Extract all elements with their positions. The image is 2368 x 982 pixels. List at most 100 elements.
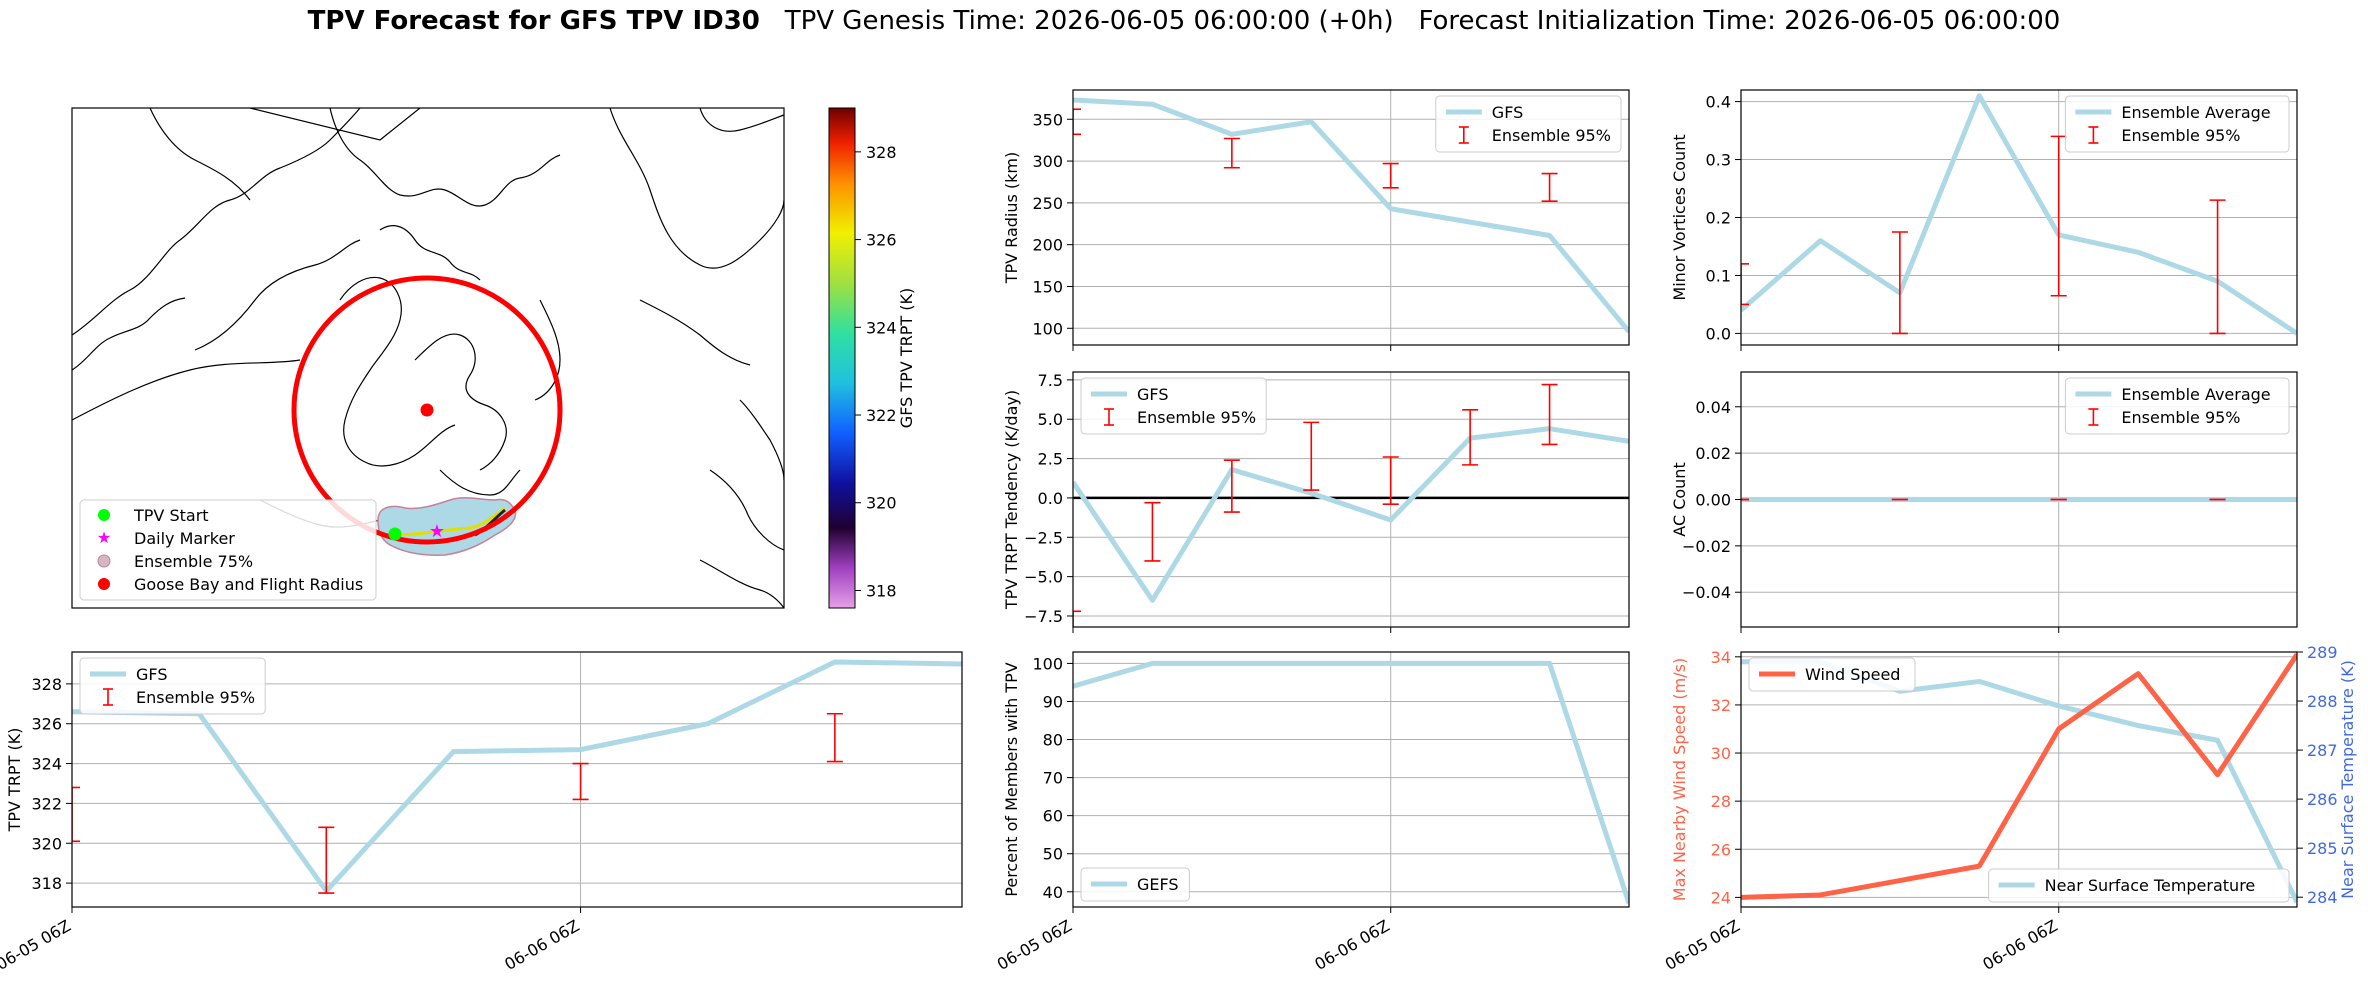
colorbar <box>828 107 856 609</box>
map-legend-daily: Daily Marker <box>134 529 235 548</box>
y-tick-label: −7.5 <box>1024 607 1063 626</box>
panel-radius: 100 150 200 250 300 350 TPV Radius (km) GFS Ense… <box>1002 89 1630 351</box>
legend-label: Wind Speed <box>1805 665 1900 684</box>
y-tick-label: 150 <box>1032 277 1063 296</box>
y-tick-label: 320 <box>31 834 62 853</box>
x-tick-label: 06-05 06Z <box>994 916 1075 974</box>
x-tick-label: 06-05 06Z <box>0 916 74 974</box>
y-right-tick-label: 288 <box>2307 692 2338 711</box>
y-tick-label: 328 <box>31 675 62 694</box>
legend-label: GFS <box>1137 385 1168 404</box>
y-right-tick-label: 285 <box>2307 839 2338 858</box>
series-line-wind-speed <box>1741 653 2297 900</box>
y-tick-label: 0.4 <box>1706 93 1731 112</box>
y-tick-label: 326 <box>31 715 62 734</box>
y-tick-label: 28 <box>1711 792 1731 811</box>
y-tick-label: 0.1 <box>1706 266 1731 285</box>
radius-ylabel: TPV Radius (km) <box>1002 152 1021 285</box>
y-tick-label: 300 <box>1032 152 1063 171</box>
colorbar-label: GFS TPV TRPT (K) <box>897 288 916 428</box>
panel-percent: 40 50 60 70 80 90 100 06-05 06Z 06-06 06Z Percent… <box>994 651 1630 974</box>
y-tick-label: 350 <box>1032 110 1063 129</box>
legend-box <box>1748 657 1916 692</box>
wind-y-right-ticks: 284 285 286 287 288 289 <box>2297 643 2338 907</box>
legend-label: Ensemble 95% <box>2121 126 2240 145</box>
y-tick-label: 70 <box>1043 769 1063 788</box>
y-tick-label: 100 <box>1032 654 1063 673</box>
legend-label: Ensemble Average <box>2121 385 2270 404</box>
wind-legend: Near Surface Temperature <box>1988 868 2290 903</box>
colorbar-tick-label: 318 <box>866 581 897 600</box>
colorbar-tick-label: 326 <box>866 231 897 250</box>
y-tick-label: 322 <box>31 794 62 813</box>
trpt-series <box>72 659 962 894</box>
flight-radius-circle <box>291 275 563 545</box>
wind-ylabel: Max Nearby Wind Speed (m/s) <box>1670 658 1689 901</box>
y-tick-label: 100 <box>1032 319 1063 338</box>
map-legend: TPV Start ★ Daily Marker Ensemble 75% Go… <box>79 499 377 601</box>
trpt-x-ticks: 06-05 06Z 06-06 06Z <box>0 907 583 974</box>
percent-legend: GEFS <box>1080 867 1190 902</box>
map-legend-goose: Goose Bay and Flight Radius <box>134 575 363 594</box>
y-tick-label: 32 <box>1711 696 1731 715</box>
tpv-track <box>394 506 506 537</box>
panel-wind: 24 26 28 30 32 34 06-05 06Z 06-06 06Z Max Nearby… <box>1662 643 2357 974</box>
legend-box <box>2064 95 2290 153</box>
goose-bay-marker <box>420 403 434 417</box>
title-main: TPV Forecast for GFS TPV ID30 <box>307 6 760 36</box>
y-right-tick-label: 287 <box>2307 741 2338 760</box>
legend-goose-icon <box>98 578 110 590</box>
ac-frame <box>1740 371 2298 628</box>
y-tick-label: 50 <box>1043 845 1063 864</box>
y-tick-label: 250 <box>1032 194 1063 213</box>
legend-label: Ensemble 95% <box>1137 408 1256 427</box>
legend-ensemble-icon <box>97 554 111 568</box>
y-tick-label: 0.00 <box>1695 491 1731 510</box>
trpt-legend: GFS Ensemble 95% <box>79 657 266 715</box>
title-init: Forecast Initialization Time: 2026-06-05… <box>1418 6 2061 36</box>
colorbar-tick-label: 320 <box>866 494 897 513</box>
daily-marker-star: ★ <box>429 521 445 542</box>
percent-frame <box>1072 651 1630 908</box>
tendency-x-ticks <box>1072 627 1392 633</box>
y-tick-label: 5.0 <box>1038 410 1063 429</box>
tendency-legend: GFS Ensemble 95% <box>1080 377 1267 435</box>
ac-legend: Ensemble Average Ensemble 95% <box>2064 377 2290 435</box>
map-panel: ★ TPV Start ★ Daily Marker Ensemble 75% … <box>71 107 916 609</box>
panel-tendency: −7.5 −5.0 −2.5 0.0 2.5 5.0 7.5 TPV TRPT Tendenc… <box>1002 371 1630 633</box>
y-tick-label: 60 <box>1043 807 1063 826</box>
x-tick-label: 06-06 06Z <box>1979 916 2060 974</box>
ac-x-ticks <box>1740 627 2060 633</box>
legend-label: GFS <box>136 665 167 684</box>
legend-box <box>1080 377 1267 435</box>
percent-ylabel: Percent of Members with TPV <box>1002 662 1021 896</box>
trpt-ylabel: TPV TRPT (K) <box>5 728 24 833</box>
panel-ac: −0.04 −0.02 0.00 0.02 0.04 AC Count Ensemble A… <box>1670 371 2298 633</box>
y-tick-label: 0.0 <box>1038 489 1063 508</box>
y-tick-label: 80 <box>1043 731 1063 750</box>
panel-minor: 0.0 0.1 0.2 0.3 0.4 Minor Vortices Count Ensem… <box>1670 89 2298 351</box>
page-title: TPV Forecast for GFS TPV ID30 TPV Genesi… <box>0 6 2368 42</box>
legend-box <box>1080 867 1190 902</box>
y-tick-label: −0.02 <box>1682 537 1731 556</box>
tendency-y-ticks: −7.5 −5.0 −2.5 0.0 2.5 5.0 7.5 <box>1024 371 1073 626</box>
tendency-series <box>1073 383 1629 627</box>
series-line-gfs <box>72 659 962 894</box>
wind-x-ticks: 06-05 06Z 06-06 06Z <box>1662 907 2061 974</box>
tendency-frame <box>1072 371 1630 628</box>
legend-box <box>79 657 266 715</box>
line-panels: 318 320 322 324 326 328 06-05 06Z 06-06 06Z TPV … <box>0 89 2357 974</box>
trpt-y-ticks: 318 320 322 324 326 328 <box>31 675 72 893</box>
ac-y-ticks: −0.04 −0.02 0.00 0.02 0.04 <box>1682 398 1741 602</box>
minor-y-ticks: 0.0 0.1 0.2 0.3 0.4 <box>1706 93 1741 343</box>
x-tick-label: 06-05 06Z <box>1662 916 1743 974</box>
legend-box <box>2064 377 2290 435</box>
map-legend-box <box>79 499 377 601</box>
colorbar-tick-label: 328 <box>866 143 897 162</box>
wind-ylabel-right: Near Surface Temperature (K) <box>2338 660 2357 899</box>
colorbar-tick-label: 324 <box>866 318 897 337</box>
y-tick-label: 2.5 <box>1038 450 1063 469</box>
x-tick-label: 06-06 06Z <box>501 916 582 974</box>
legend-box <box>1988 868 2290 903</box>
